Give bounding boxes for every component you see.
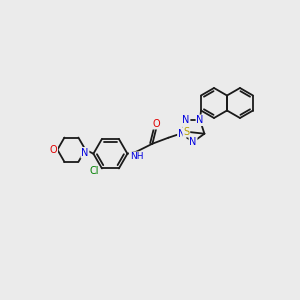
Text: Cl: Cl: [89, 167, 99, 176]
Text: NH: NH: [130, 152, 143, 161]
Text: N: N: [81, 148, 88, 158]
Text: N: N: [178, 129, 185, 139]
Text: N: N: [189, 137, 197, 147]
Text: S: S: [183, 127, 190, 137]
Text: O: O: [153, 119, 160, 129]
Text: N: N: [182, 115, 190, 125]
Text: N: N: [196, 115, 204, 125]
Text: O: O: [50, 145, 57, 155]
